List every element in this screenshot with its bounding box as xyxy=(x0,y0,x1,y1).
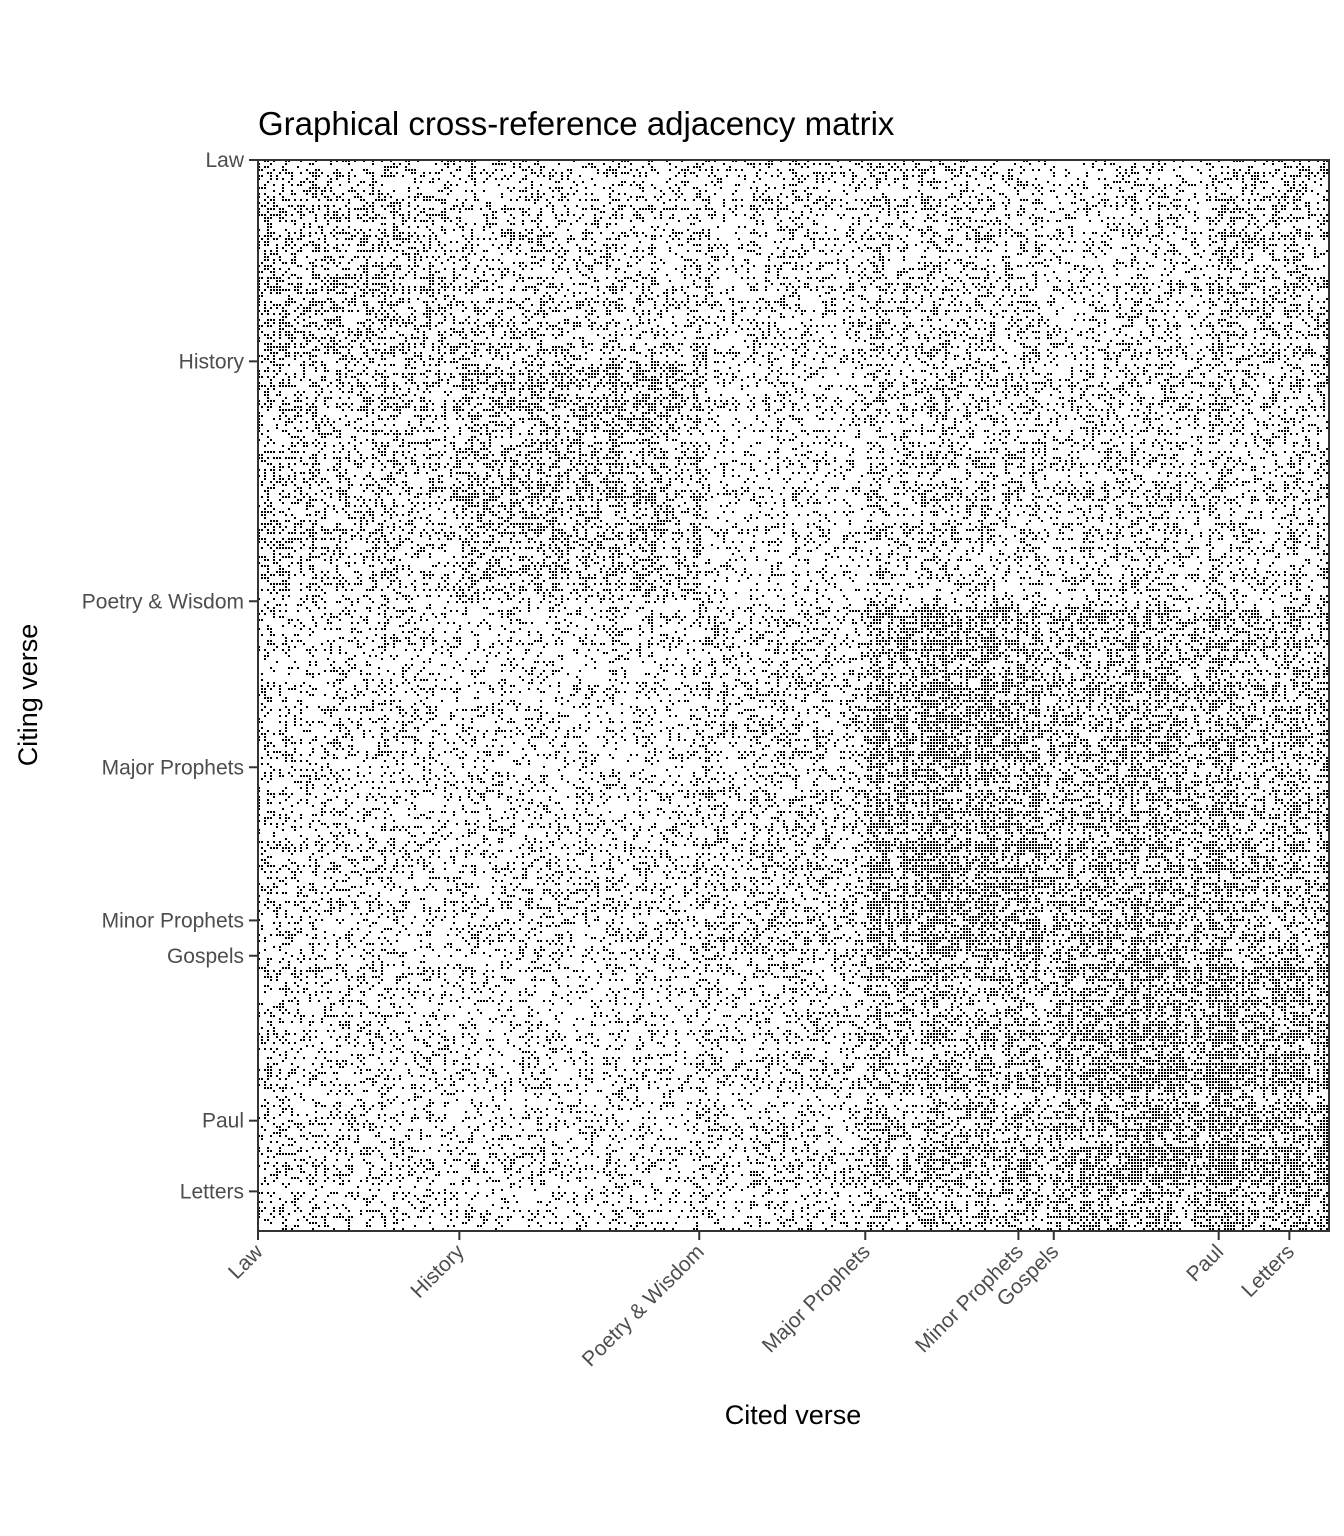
matrix-block-5-2 xyxy=(702,958,866,1122)
matrix-block-2-4 xyxy=(1020,604,1055,768)
matrix-block-7-7 xyxy=(1290,1192,1328,1230)
matrix-block-2-6 xyxy=(1221,604,1289,768)
matrix-block-3-0 xyxy=(258,769,461,921)
y-axis-ticks: Law History Poetry & Wisdom Major Prophets M… xyxy=(82,149,258,1203)
matrix-block-3-2 xyxy=(702,769,866,921)
adjacency-matrix xyxy=(258,160,1328,1230)
y-tick-label: Major Prophets xyxy=(102,756,244,779)
matrix-block-6-4 xyxy=(1020,1123,1055,1191)
matrix-block-4-3 xyxy=(867,922,1019,957)
matrix-block-6-2 xyxy=(702,1123,866,1191)
matrix-block-6-5 xyxy=(1056,1123,1220,1191)
y-tick-label: Gospels xyxy=(167,945,244,968)
matrix-block-2-7 xyxy=(1290,604,1328,768)
y-tick-label: Poetry & Wisdom xyxy=(82,590,244,613)
matrix-block-7-5 xyxy=(1056,1192,1220,1230)
matrix-block-0-6 xyxy=(1221,160,1289,363)
matrix-block-2-5 xyxy=(1056,604,1220,768)
matrix-block-5-4 xyxy=(1020,958,1055,1122)
matrix-block-3-5 xyxy=(1056,769,1220,921)
matrix-block-7-2 xyxy=(702,1192,866,1230)
y-tick-label: Minor Prophets xyxy=(102,909,244,932)
matrix-block-6-7 xyxy=(1290,1123,1328,1191)
y-tick-label: Letters xyxy=(180,1180,244,1203)
y-tick-label: Law xyxy=(205,149,244,172)
matrix-block-5-7 xyxy=(1290,958,1328,1122)
matrix-block-3-3 xyxy=(867,769,1019,921)
matrix-block-6-6 xyxy=(1221,1123,1289,1191)
matrix-block-7-0 xyxy=(258,1192,458,1230)
matrix-block-2-2 xyxy=(702,604,866,768)
matrix-block-5-5 xyxy=(1056,958,1220,1122)
matrix-block-7-3 xyxy=(867,1192,1019,1230)
matrix-block-4-2 xyxy=(702,922,866,957)
y-tick-label: History xyxy=(179,350,245,373)
matrix-block-4-6 xyxy=(1221,922,1289,957)
matrix-block-3-7 xyxy=(1290,769,1328,921)
matrix-block-3-4 xyxy=(1020,769,1055,921)
matrix-block-4-5 xyxy=(1056,922,1220,957)
matrix-block-5-3 xyxy=(867,958,1019,1122)
matrix-block-4-7 xyxy=(1290,922,1328,957)
matrix-block-5-6 xyxy=(1221,958,1289,1122)
matrix-block-2-3 xyxy=(867,604,1019,768)
matrix-block-6-3 xyxy=(867,1123,1019,1191)
x-axis-title: Cited verse xyxy=(725,1400,862,1430)
matrix-block-4-4 xyxy=(1020,922,1055,957)
panel-frame xyxy=(257,159,1330,1232)
matrix-block-7-6 xyxy=(1221,1192,1289,1230)
matrix-block-3-6 xyxy=(1221,769,1289,921)
y-axis-title: Citing verse xyxy=(13,624,43,767)
matrix-block-7-4 xyxy=(1020,1192,1055,1230)
chart-title: Graphical cross-reference adjacency matr… xyxy=(258,105,895,142)
y-tick-label: Paul xyxy=(202,1110,244,1133)
